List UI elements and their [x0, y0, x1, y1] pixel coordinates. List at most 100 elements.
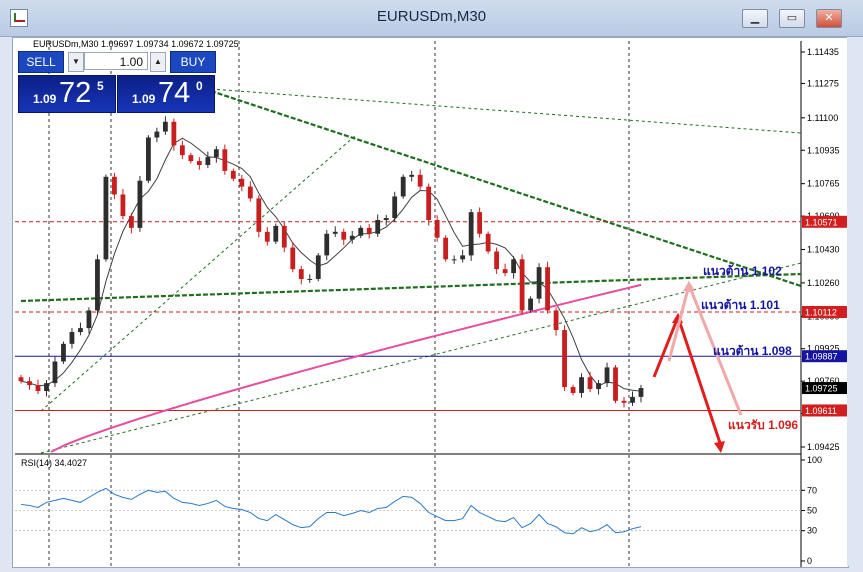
candle-body — [18, 377, 24, 382]
candle-body — [213, 149, 219, 158]
candle-body — [103, 176, 109, 260]
lower-channel-line — [40, 262, 802, 454]
candle-body — [264, 231, 270, 242]
price-tick-label: 1.09425 — [807, 442, 840, 452]
price-tag-box — [802, 404, 847, 417]
candle-body — [188, 155, 194, 162]
candle-body — [528, 298, 533, 311]
chart-area[interactable]: 1.114351.112751.111001.109351.107651.106… — [12, 37, 849, 568]
one-click-trading-panel: SELL ▼ 1.00 ▲ BUY 1.09 72 5 1.09 74 0 — [18, 51, 216, 113]
price-tick-label: 1.09760 — [807, 376, 840, 386]
candle-body — [35, 385, 41, 391]
support-trend-line — [20, 272, 802, 303]
rsi-tick-label: 50 — [807, 506, 817, 516]
candle-body — [562, 330, 567, 388]
candle-body — [587, 377, 593, 390]
candle-body — [196, 161, 202, 165]
candle-body — [112, 176, 117, 195]
window-title: EURUSDm,M30 — [376, 8, 487, 25]
candle-body — [298, 269, 304, 279]
candle-body — [27, 381, 32, 386]
projection-arrowhead-down — [714, 441, 725, 453]
ask-price-prefix: 1.09 — [132, 92, 156, 106]
candle-body — [332, 231, 338, 234]
candle-body — [78, 328, 83, 333]
window-right-edge — [847, 37, 863, 566]
restore-button[interactable]: ▭ — [779, 9, 805, 28]
price-chart[interactable]: 1.114351.112751.111001.109351.107651.106… — [13, 38, 848, 567]
candle-body — [417, 174, 423, 187]
candle-body — [129, 216, 134, 228]
candle-body — [604, 367, 610, 384]
candle-body — [171, 121, 177, 146]
rsi-tick-label: 30 — [807, 526, 817, 536]
candle-body — [205, 157, 211, 165]
close-button[interactable]: ✕ — [816, 9, 842, 28]
candle-body — [596, 383, 601, 390]
candle-body — [256, 198, 262, 232]
candle-body — [95, 259, 100, 311]
annotation-support-1096: แนวรับ 1.096 — [728, 418, 798, 432]
candle-body — [281, 225, 287, 248]
candle-body — [247, 186, 253, 199]
price-tick-label: 1.10765 — [807, 179, 840, 189]
candle-body — [290, 247, 296, 270]
rsi-label: RSI(14) 34.4027 — [21, 458, 87, 468]
candle-body — [502, 269, 508, 274]
chart-ohlc-header: EURUSDm,M30 1.09697 1.09734 1.09672 1.09… — [33, 39, 239, 49]
rsi-line — [20, 487, 642, 535]
candle-body — [230, 170, 236, 179]
price-tick-label: 1.11275 — [807, 78, 839, 88]
candle-body — [392, 196, 398, 219]
candle-body — [358, 227, 364, 236]
lot-decrease-button[interactable]: ▼ — [68, 52, 84, 72]
chart-window-icon — [10, 9, 28, 27]
candle-body — [52, 361, 58, 384]
annotation-resistance-1102: แนวต้าน 1.102 — [703, 264, 782, 278]
uptrend-channel-line — [40, 134, 357, 412]
candle-body — [613, 367, 618, 401]
candle-body — [553, 310, 559, 331]
price-tick-label: 1.11435 — [807, 47, 839, 57]
candle-body — [443, 237, 449, 260]
bid-price-fraction: 5 — [97, 79, 104, 93]
candle-body — [426, 186, 432, 221]
ask-price-main: 74 — [158, 77, 191, 109]
price-tick-label: 1.11100 — [807, 113, 838, 123]
sell-button[interactable]: SELL — [18, 51, 64, 73]
alternative-arrowhead-up — [683, 281, 695, 291]
candle-body — [222, 149, 228, 171]
candle-body — [341, 231, 347, 240]
bid-price-box[interactable]: 1.09 72 5 — [18, 75, 116, 113]
price-tag-box — [802, 305, 847, 318]
candle-body — [61, 343, 66, 362]
price-tag-box — [802, 215, 847, 228]
candle-body — [154, 131, 160, 138]
price-tag-label: 1.09725 — [805, 384, 838, 394]
candle-body — [383, 218, 389, 221]
candle-body — [477, 212, 483, 234]
lot-increase-button[interactable]: ▲ — [150, 52, 166, 72]
price-tag-box — [802, 350, 847, 363]
candle-body — [621, 400, 627, 403]
minimize-button[interactable]: ▁ — [742, 9, 768, 28]
candle-body — [451, 259, 457, 261]
lot-size-input[interactable]: 1.00 — [84, 52, 148, 70]
candle-body — [273, 225, 279, 242]
candle-body — [315, 255, 321, 279]
candle-body — [366, 227, 372, 234]
price-tag-label: 1.09887 — [805, 352, 838, 362]
candle-body — [44, 383, 49, 391]
buy-button[interactable]: BUY — [170, 51, 216, 73]
candle-body — [324, 233, 330, 256]
price-tag-label: 1.10571 — [805, 217, 838, 227]
candle-body — [460, 255, 466, 260]
candle-body — [239, 178, 245, 187]
ask-price-box[interactable]: 1.09 74 0 — [117, 75, 215, 113]
candle-body — [307, 278, 313, 280]
slow-moving-average-line — [50, 283, 642, 453]
plot-background — [15, 41, 801, 567]
window-titlebar: EURUSDm,M30 ▁ ▭ ✕ — [0, 0, 863, 37]
price-tag-label: 1.10112 — [805, 307, 837, 317]
candle-body — [69, 332, 75, 344]
